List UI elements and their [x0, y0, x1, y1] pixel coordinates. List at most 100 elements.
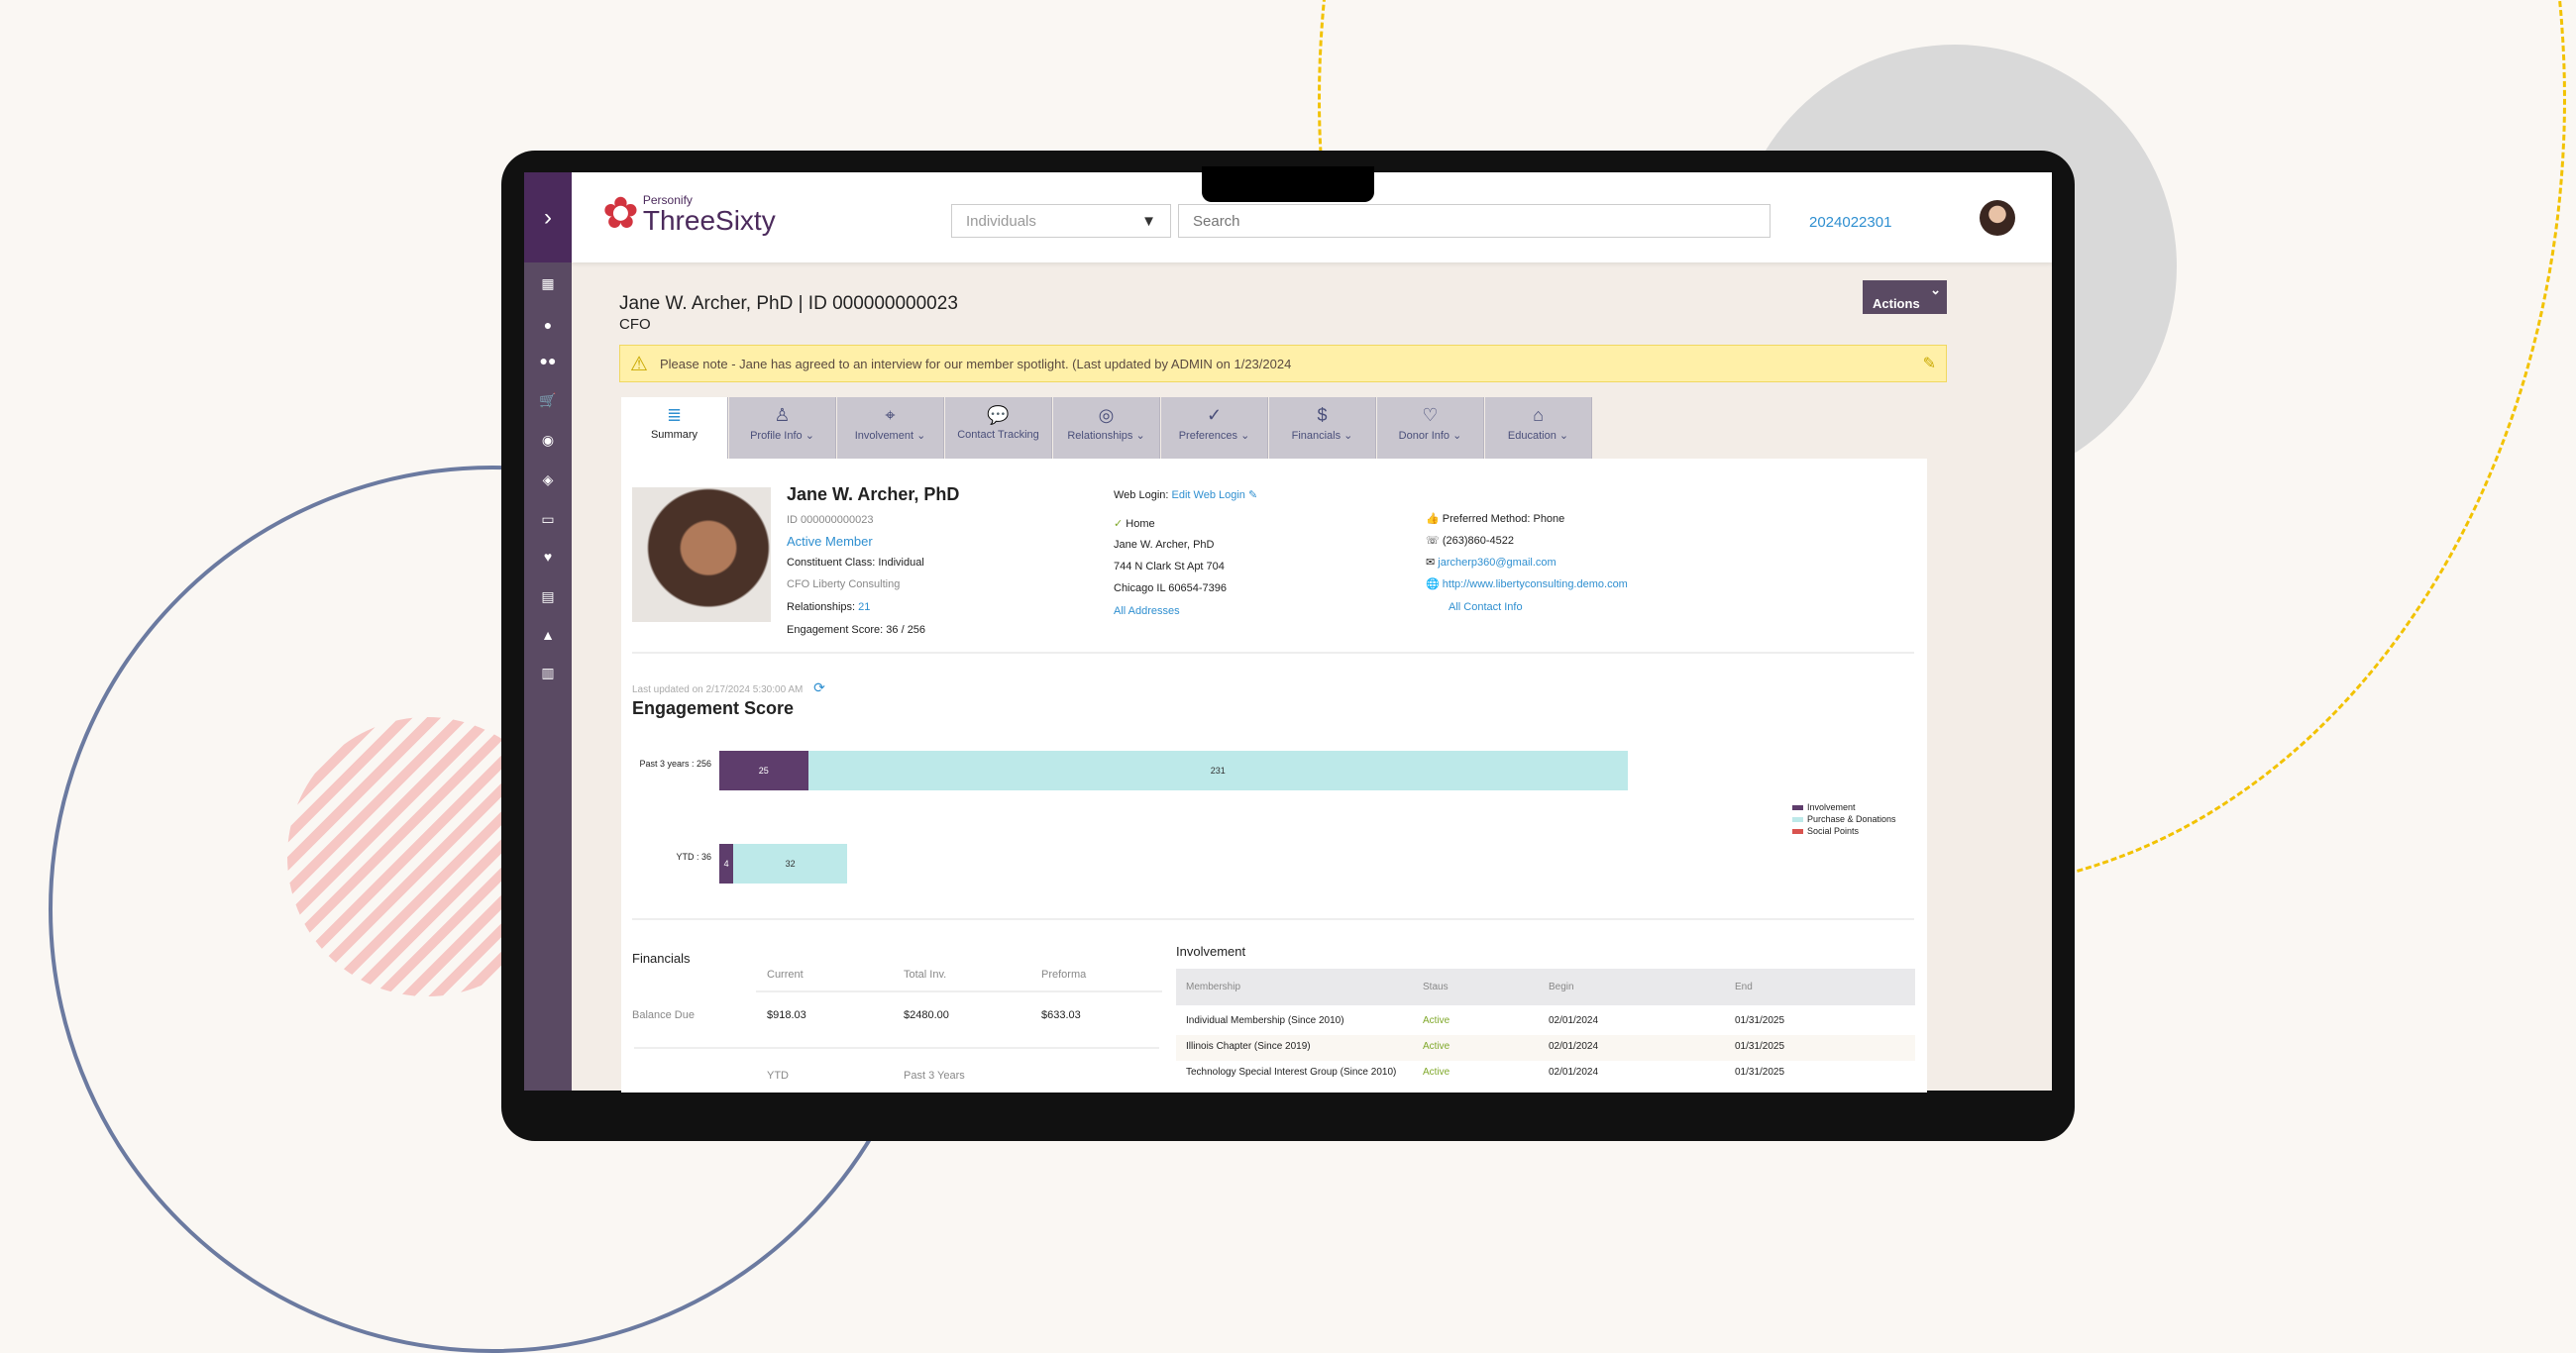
check-icon: ✓	[1114, 518, 1124, 530]
table-cell: Individual Membership (Since 2010)	[1186, 1015, 1344, 1026]
caret-down-icon: ▼	[1141, 213, 1156, 230]
tab-icon: ♙	[774, 405, 791, 425]
bar-segment-0: 4	[719, 844, 734, 884]
logo-big-text: ThreeSixty	[642, 205, 776, 236]
divider	[632, 652, 1914, 654]
cart-icon[interactable]: 🛒	[539, 392, 557, 408]
website-link[interactable]: http://www.libertyconsulting.demo.com	[1442, 578, 1628, 590]
edit-web-login-link[interactable]: Edit Web Login	[1171, 489, 1245, 501]
apps-grid-icon[interactable]: ▦	[541, 275, 555, 291]
bar-segment-0: 25	[719, 751, 808, 790]
page-subtitle: CFO	[619, 316, 651, 333]
pencil-icon[interactable]: ✎	[1247, 489, 1258, 501]
legend-item: Involvement	[1792, 802, 1856, 812]
refresh-icon[interactable]: ⟳	[813, 679, 825, 695]
legend-label: Social Points	[1807, 826, 1860, 836]
involvement-column-header: End	[1735, 982, 1753, 992]
divider	[756, 990, 1162, 992]
phone: (263)860-4522	[1442, 535, 1514, 547]
user-avatar[interactable]	[1980, 200, 2015, 236]
tab-label: Summary	[650, 429, 698, 441]
address-line1: 744 N Clark St Apt 704	[1114, 561, 1225, 572]
calendar-icon[interactable]: ▭	[541, 511, 555, 527]
engagement-score-text: Engagement Score: 36 / 256	[787, 624, 926, 636]
tab-icon: ✓	[1206, 405, 1223, 425]
table-row[interactable]	[1176, 1035, 1915, 1061]
email-link[interactable]: jarcherp360@gmail.com	[1438, 557, 1556, 569]
search-input[interactable]	[1178, 204, 1771, 238]
record-id-link[interactable]: 2024022301	[1809, 214, 1892, 231]
phone-icon: ☏	[1426, 535, 1440, 547]
tab-icon: $	[1317, 405, 1328, 425]
financials-column-header: YTD	[767, 1070, 789, 1082]
chevron-down-icon: ⌄	[1930, 282, 1941, 297]
tab-1[interactable]: ♙ Profile Info ⌄	[729, 397, 836, 459]
tab-icon: ⌖	[885, 405, 896, 425]
company: CFO Liberty Consulting	[787, 578, 901, 590]
banner-text: Please note - Jane has agreed to an inte…	[659, 356, 1292, 371]
table-cell: Illinois Chapter (Since 2019)	[1186, 1041, 1311, 1052]
tab-label: Preferences ⌄	[1178, 430, 1250, 442]
badge-icon[interactable]: ◉	[541, 432, 555, 448]
logo-flower-icon: ✿	[602, 189, 639, 238]
layers-icon[interactable]: ◈	[542, 471, 554, 487]
financials-column-header: Total Inv.	[904, 969, 947, 981]
web-login-label: Web Login:	[1114, 489, 1172, 501]
tab-2[interactable]: ⌖ Involvement ⌄	[837, 397, 944, 459]
tab-icon: ♡	[1422, 405, 1439, 425]
involvement-column-header: Begin	[1549, 982, 1574, 992]
balance-due-value: $633.03	[1041, 1009, 1081, 1021]
graduation-cap-icon[interactable]: ▲	[541, 627, 555, 643]
tab-3[interactable]: 💬 Contact Tracking	[945, 397, 1052, 459]
tab-6[interactable]: $ Financials ⌄	[1269, 397, 1376, 459]
all-addresses-link[interactable]: All Addresses	[1114, 605, 1180, 617]
page-title: Jane W. Archer, PhD | ID 000000000023	[619, 293, 958, 314]
balance-due-label: Balance Due	[632, 1009, 695, 1021]
relationships-count-link[interactable]: 21	[858, 601, 871, 613]
tab-icon: ◎	[1098, 405, 1115, 425]
profile-name: Jane W. Archer, PhD	[787, 484, 960, 504]
person-icon[interactable]: ●	[543, 317, 553, 333]
table-cell: 01/31/2025	[1735, 1067, 1785, 1078]
tab-0[interactable]: ≣ Summary	[621, 397, 728, 459]
clipboard-icon[interactable]: ▤	[541, 588, 555, 604]
member-status-link[interactable]: Active Member	[787, 534, 873, 549]
tab-5[interactable]: ✓ Preferences ⌄	[1161, 397, 1268, 459]
address-name: Jane W. Archer, PhD	[1114, 539, 1215, 551]
logo[interactable]: ✿ Personify ThreeSixty	[602, 192, 776, 236]
table-row[interactable]	[1176, 1009, 1915, 1035]
tab-4[interactable]: ◎ Relationships ⌄	[1053, 397, 1160, 459]
tab-label: Relationships ⌄	[1067, 430, 1145, 442]
actions-label: Actions	[1873, 296, 1920, 311]
heart-icon[interactable]: ♥	[543, 549, 553, 565]
balance-due-value: $918.03	[767, 1009, 806, 1021]
tab-label: Contact Tracking	[957, 429, 1039, 441]
involvement-title: Involvement	[1176, 944, 1246, 959]
legend-item: Social Points	[1792, 826, 1859, 836]
all-contact-info-link[interactable]: All Contact Info	[1449, 601, 1523, 613]
bar-category-label: YTD : 36	[676, 852, 711, 862]
preferred-method: Preferred Method: Phone	[1442, 513, 1565, 525]
people-icon[interactable]: ●●	[539, 353, 557, 368]
legend-item: Purchase & Donations	[1792, 814, 1896, 824]
expand-chevron-icon[interactable]: ›	[524, 172, 572, 262]
tab-7[interactable]: ♡ Donor Info ⌄	[1377, 397, 1484, 459]
bar-chart-icon[interactable]: ▥	[541, 665, 555, 680]
financials-column-header: Current	[767, 969, 804, 981]
involvement-column-header: Staus	[1423, 982, 1449, 992]
legend-swatch	[1792, 804, 1803, 810]
actions-button[interactable]: Actions ⌄	[1863, 280, 1947, 314]
note-banner: ⚠ Please note - Jane has agreed to an in…	[619, 345, 1947, 382]
legend-swatch	[1792, 816, 1803, 822]
tab-label: Education ⌄	[1507, 430, 1569, 442]
financials-column-header: Preforma	[1041, 969, 1087, 981]
tab-8[interactable]: ⌂ Education ⌄	[1485, 397, 1592, 459]
edit-pencil-icon[interactable]: ✎	[1922, 356, 1936, 372]
legend-label: Involvement	[1807, 802, 1856, 812]
globe-icon: 🌐	[1426, 578, 1440, 590]
tab-label: Profile Info ⌄	[750, 430, 814, 442]
table-cell: Active	[1423, 1015, 1450, 1026]
involvement-table-header	[1176, 969, 1915, 1005]
search-type-dropdown[interactable]: Individuals ▼	[951, 204, 1171, 238]
table-row[interactable]	[1176, 1061, 1915, 1087]
